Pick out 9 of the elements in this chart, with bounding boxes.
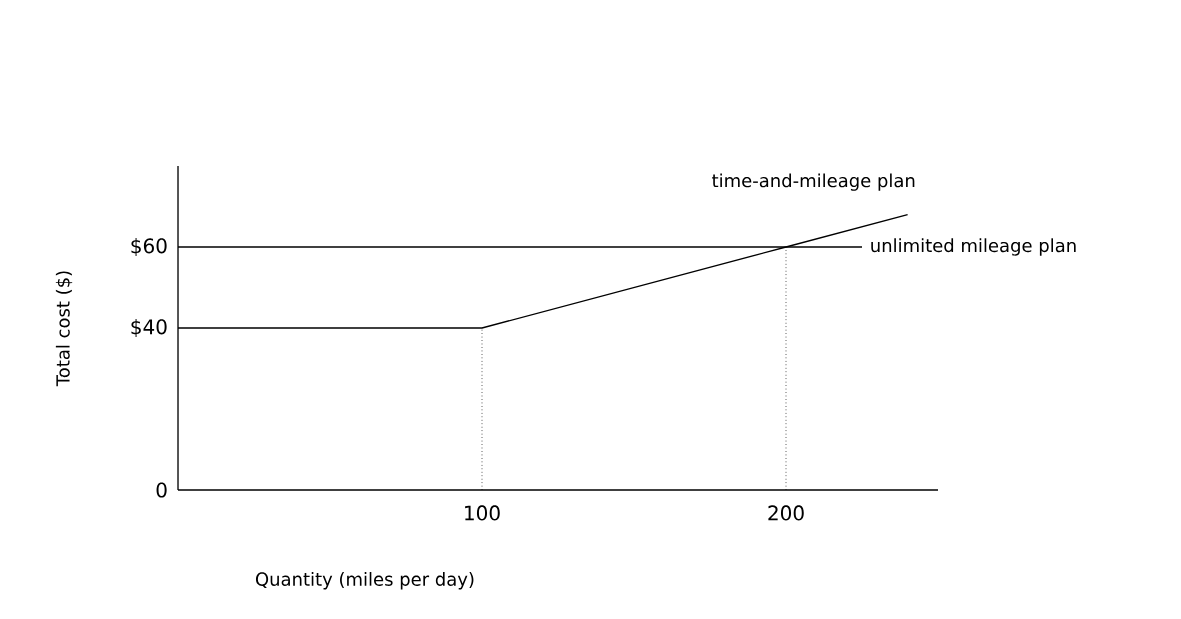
series-label: time-and-mileage plan (712, 173, 915, 191)
y-tick-label: 0 (156, 482, 167, 498)
series-label: unlimited mileage plan (871, 238, 1076, 256)
x-tick-label: 200 (768, 505, 804, 521)
y-axis-title: Total cost ($) (55, 271, 73, 387)
y-tick-label: $60 (131, 237, 167, 257)
y-tick-label: $40 (131, 318, 167, 338)
x-axis-title: Quantity (miles per day) (255, 572, 474, 590)
x-tick-label: 100 (465, 505, 500, 521)
